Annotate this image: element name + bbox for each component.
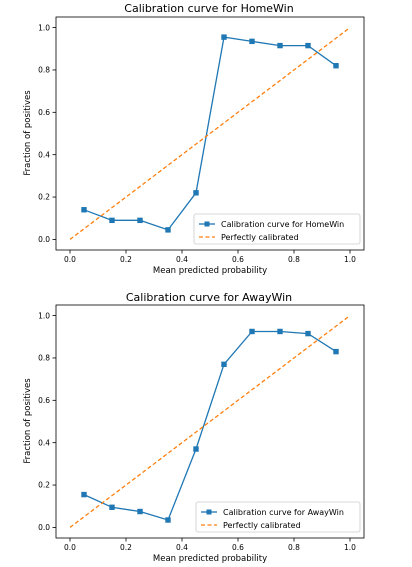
x-tick-label: 0.8 [288,255,300,264]
chart-title: Calibration curve for HomeWin [124,2,293,15]
perfect-calibration-line [69,315,351,528]
calibration-curve-line [83,36,337,231]
calibration-point [165,517,171,523]
calibration-point [333,63,339,69]
x-tick-label: 0.4 [176,543,188,552]
y-tick-label: 0.8 [38,354,50,363]
calibration-point [137,217,143,224]
calibration-curve-line [83,330,337,521]
calibration-point [333,348,339,355]
x-tick-label: 0.6 [232,255,244,264]
y-tick-label: 0.4 [38,438,50,447]
calibration-point [221,34,227,40]
legend-label-calibration: Calibration curve for AwayWin [223,508,344,517]
x-tick-label: 0.0 [64,543,76,552]
calibration-point [81,491,87,498]
calibration-point [109,504,115,510]
x-tick-label: 1.0 [344,543,356,552]
calibration-point [249,38,255,45]
calibration-point [305,42,311,49]
series-layer [69,315,351,528]
y-tick-label: 0.0 [38,523,50,532]
legend: Calibration curve for AwayWin Perfectly … [195,501,361,533]
calibration-point [249,328,255,335]
legend-label-perfect: Perfectly calibrated [221,233,299,242]
x-tick-label: 0.4 [176,255,188,264]
axis-ticks: 0.0 0.2 0.4 0.6 0.8 1.0 0.0 0.2 0.4 0.6 0.8 1.0 [38,311,356,552]
x-tick-label: 1.0 [344,255,356,264]
legend-box [195,501,361,533]
y-tick-label: 1.0 [38,311,50,320]
y-tick-label: 0.4 [38,150,50,159]
legend-label-perfect: Perfectly calibrated [223,521,301,530]
calibration-point [137,508,143,515]
y-tick-label: 0.2 [38,481,50,490]
x-axis-label: Mean predicted probability [153,266,267,276]
x-tick-label: 0.6 [232,543,244,552]
chart-title: Calibration curve for AwayWin [126,291,292,304]
calibration-point [305,330,311,337]
y-tick-label: 0.6 [38,396,50,405]
series-layer [69,27,351,240]
y-axis-label: Fraction of positives [23,378,33,464]
y-tick-label: 1.0 [38,23,50,32]
x-tick-label: 0.2 [120,543,132,552]
calibration-point [193,190,199,196]
legend-label-calibration: Calibration curve for HomeWin [221,220,344,229]
y-tick-label: 0.6 [38,108,50,117]
y-tick-label: 0.2 [38,193,50,202]
chart-homewin: Calibration curve for HomeWin 0.0 0.2 0.4 0… [23,2,365,276]
calibration-point [277,328,283,335]
y-tick-label: 0.8 [38,66,50,75]
legend-marker-calibration [204,221,210,227]
legend-box [193,213,361,245]
x-tick-label: 0.0 [64,255,76,264]
plot-area [55,16,365,251]
axis-ticks: 0.0 0.2 0.4 0.6 0.8 1.0 0.0 0.2 0.4 0.6 0.8 1.0 [38,23,356,264]
calibration-point [193,446,199,452]
legend: Calibration curve for HomeWin Perfectly … [193,213,361,245]
legend-marker-calibration [206,509,212,515]
calibration-point [81,207,87,213]
calibration-point [221,361,227,368]
calibration-point [165,227,171,233]
calibration-point [277,42,283,49]
y-axis-label: Fraction of positives [23,90,33,176]
plot-area [55,304,365,539]
x-axis-label: Mean predicted probability [153,554,267,564]
x-tick-label: 0.8 [288,543,300,552]
calibration-point [109,217,115,224]
perfect-calibration-line [69,27,351,240]
chart-awaywin: Calibration curve for AwayWin 0.0 0.2 0.4 0… [23,291,365,564]
x-tick-label: 0.2 [120,255,132,264]
y-tick-label: 0.0 [38,235,50,244]
